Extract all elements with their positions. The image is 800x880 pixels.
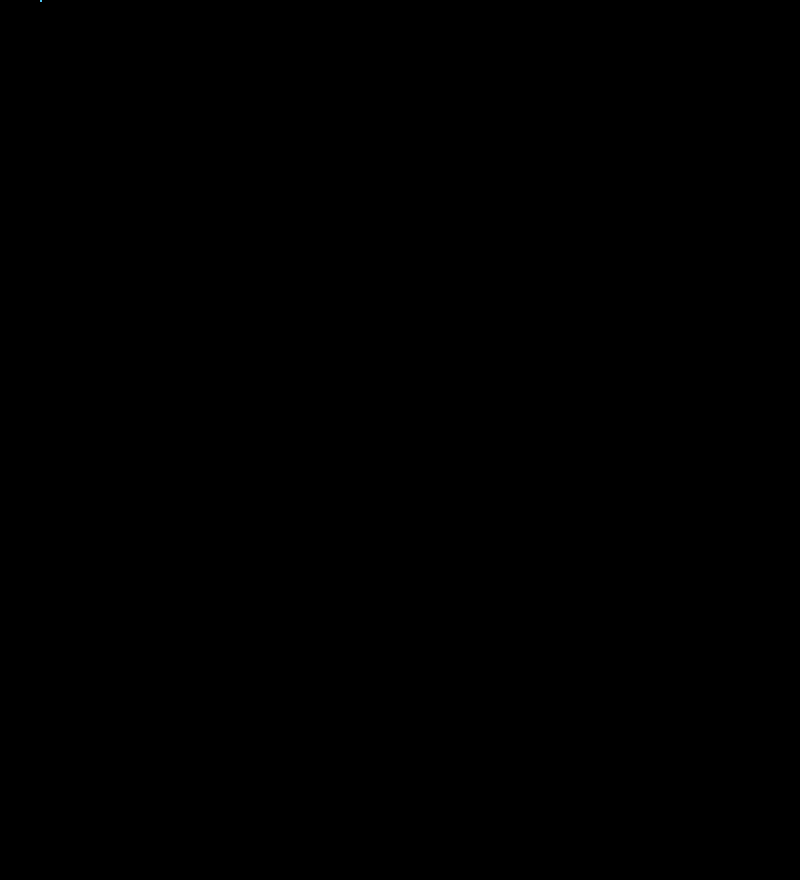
section-divider-slider[interactable] [40, 0, 42, 2]
